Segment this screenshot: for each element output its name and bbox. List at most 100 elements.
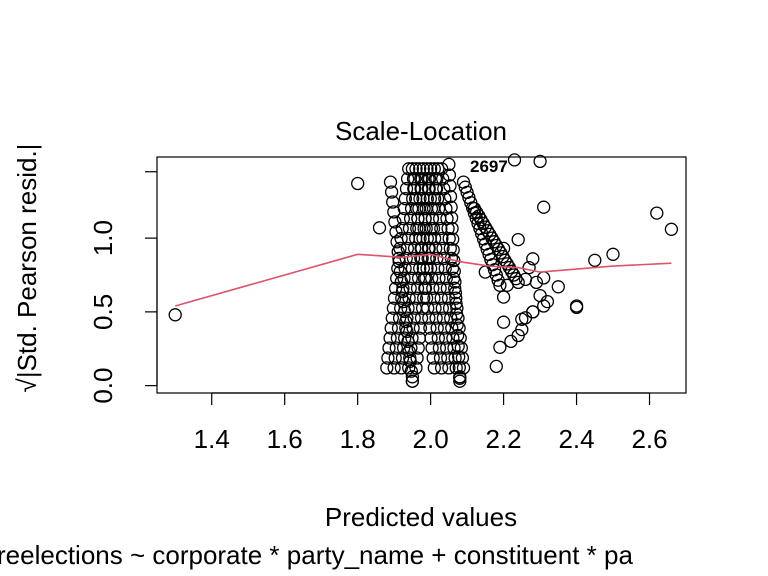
data-point bbox=[399, 182, 414, 196]
data-point bbox=[414, 251, 428, 266]
data-point bbox=[526, 305, 540, 319]
data-point bbox=[452, 350, 466, 364]
data-point bbox=[423, 231, 437, 246]
data-point bbox=[381, 351, 395, 365]
data-point bbox=[451, 339, 465, 353]
data-point bbox=[453, 370, 467, 384]
data-point bbox=[450, 301, 464, 315]
data-point bbox=[420, 261, 434, 276]
data-point bbox=[425, 211, 440, 226]
data-point bbox=[509, 272, 523, 286]
data-point bbox=[447, 253, 461, 268]
data-point bbox=[445, 221, 459, 236]
data-point bbox=[405, 370, 420, 384]
data-point bbox=[409, 162, 423, 176]
x-tick-label: 2.4 bbox=[558, 424, 594, 454]
data-point bbox=[444, 211, 459, 225]
data-point bbox=[402, 344, 416, 358]
data-point bbox=[421, 251, 435, 266]
data-point bbox=[426, 281, 440, 295]
data-point bbox=[404, 271, 418, 285]
data-point bbox=[383, 331, 397, 345]
data-point bbox=[431, 261, 445, 276]
data-point bbox=[413, 261, 427, 276]
points-layer bbox=[168, 153, 679, 388]
data-point bbox=[500, 278, 514, 292]
data-point bbox=[551, 280, 565, 294]
data-point bbox=[504, 334, 518, 349]
data-point bbox=[434, 361, 449, 375]
data-point bbox=[493, 278, 507, 292]
data-point bbox=[391, 321, 406, 335]
data-point bbox=[452, 321, 466, 335]
data-point bbox=[664, 222, 679, 236]
data-point bbox=[420, 162, 434, 176]
data-point bbox=[398, 331, 412, 345]
data-point bbox=[395, 284, 410, 299]
data-point bbox=[382, 341, 396, 355]
data-point bbox=[402, 361, 416, 375]
data-point bbox=[405, 261, 420, 276]
data-point bbox=[390, 235, 404, 249]
data-point bbox=[438, 192, 452, 206]
x-axis-label: Predicted values bbox=[325, 502, 517, 532]
data-point bbox=[420, 192, 434, 206]
data-point bbox=[392, 255, 406, 269]
data-point bbox=[439, 271, 453, 285]
data-point bbox=[511, 232, 525, 247]
data-point bbox=[444, 200, 458, 214]
x-axis: 1.4 1.6 1.8 2.0 2.2 2.4 2.6 bbox=[194, 392, 668, 454]
data-point bbox=[372, 221, 387, 235]
data-point bbox=[401, 334, 415, 349]
data-point bbox=[453, 331, 467, 345]
data-point bbox=[384, 185, 399, 199]
data-point bbox=[450, 328, 465, 343]
data-point bbox=[448, 275, 462, 289]
data-point bbox=[387, 205, 401, 219]
data-point bbox=[427, 291, 441, 305]
data-point bbox=[389, 341, 403, 355]
data-point bbox=[425, 341, 439, 355]
data-point bbox=[424, 221, 439, 236]
data-point bbox=[396, 294, 411, 309]
data-point bbox=[437, 251, 451, 266]
x-tick-label: 2.6 bbox=[631, 424, 667, 454]
data-point bbox=[449, 291, 463, 305]
data-point bbox=[383, 175, 398, 189]
data-point bbox=[391, 261, 405, 276]
data-point bbox=[414, 311, 429, 325]
data-point bbox=[429, 311, 443, 325]
data-point bbox=[450, 318, 464, 332]
data-point bbox=[588, 253, 602, 267]
data-point bbox=[397, 271, 411, 285]
chart-title: Scale-Location bbox=[335, 116, 507, 146]
data-point bbox=[406, 192, 420, 206]
data-point bbox=[411, 211, 425, 226]
data-point bbox=[404, 341, 418, 355]
data-point bbox=[403, 354, 417, 368]
data-point bbox=[448, 286, 463, 300]
y-axis: 0.0 0.5 1.0 bbox=[88, 171, 158, 404]
data-point bbox=[496, 315, 511, 329]
data-point bbox=[407, 241, 422, 256]
data-point bbox=[431, 162, 445, 176]
data-point bbox=[526, 252, 540, 266]
data-point bbox=[402, 221, 417, 236]
data-point bbox=[385, 311, 399, 325]
y-tick-label: 1.0 bbox=[88, 220, 118, 256]
data-point bbox=[398, 304, 412, 319]
data-point bbox=[441, 351, 455, 365]
data-point bbox=[406, 321, 420, 335]
data-point bbox=[417, 221, 431, 236]
data-point bbox=[435, 301, 449, 315]
point-label: 2697 bbox=[470, 157, 508, 176]
data-point bbox=[405, 331, 419, 345]
data-point bbox=[395, 221, 409, 236]
data-point bbox=[406, 251, 421, 266]
data-point bbox=[430, 251, 444, 266]
data-point bbox=[445, 261, 460, 276]
data-point bbox=[413, 192, 427, 206]
data-point bbox=[507, 153, 522, 167]
data-point bbox=[504, 264, 519, 278]
data-point bbox=[431, 331, 445, 345]
